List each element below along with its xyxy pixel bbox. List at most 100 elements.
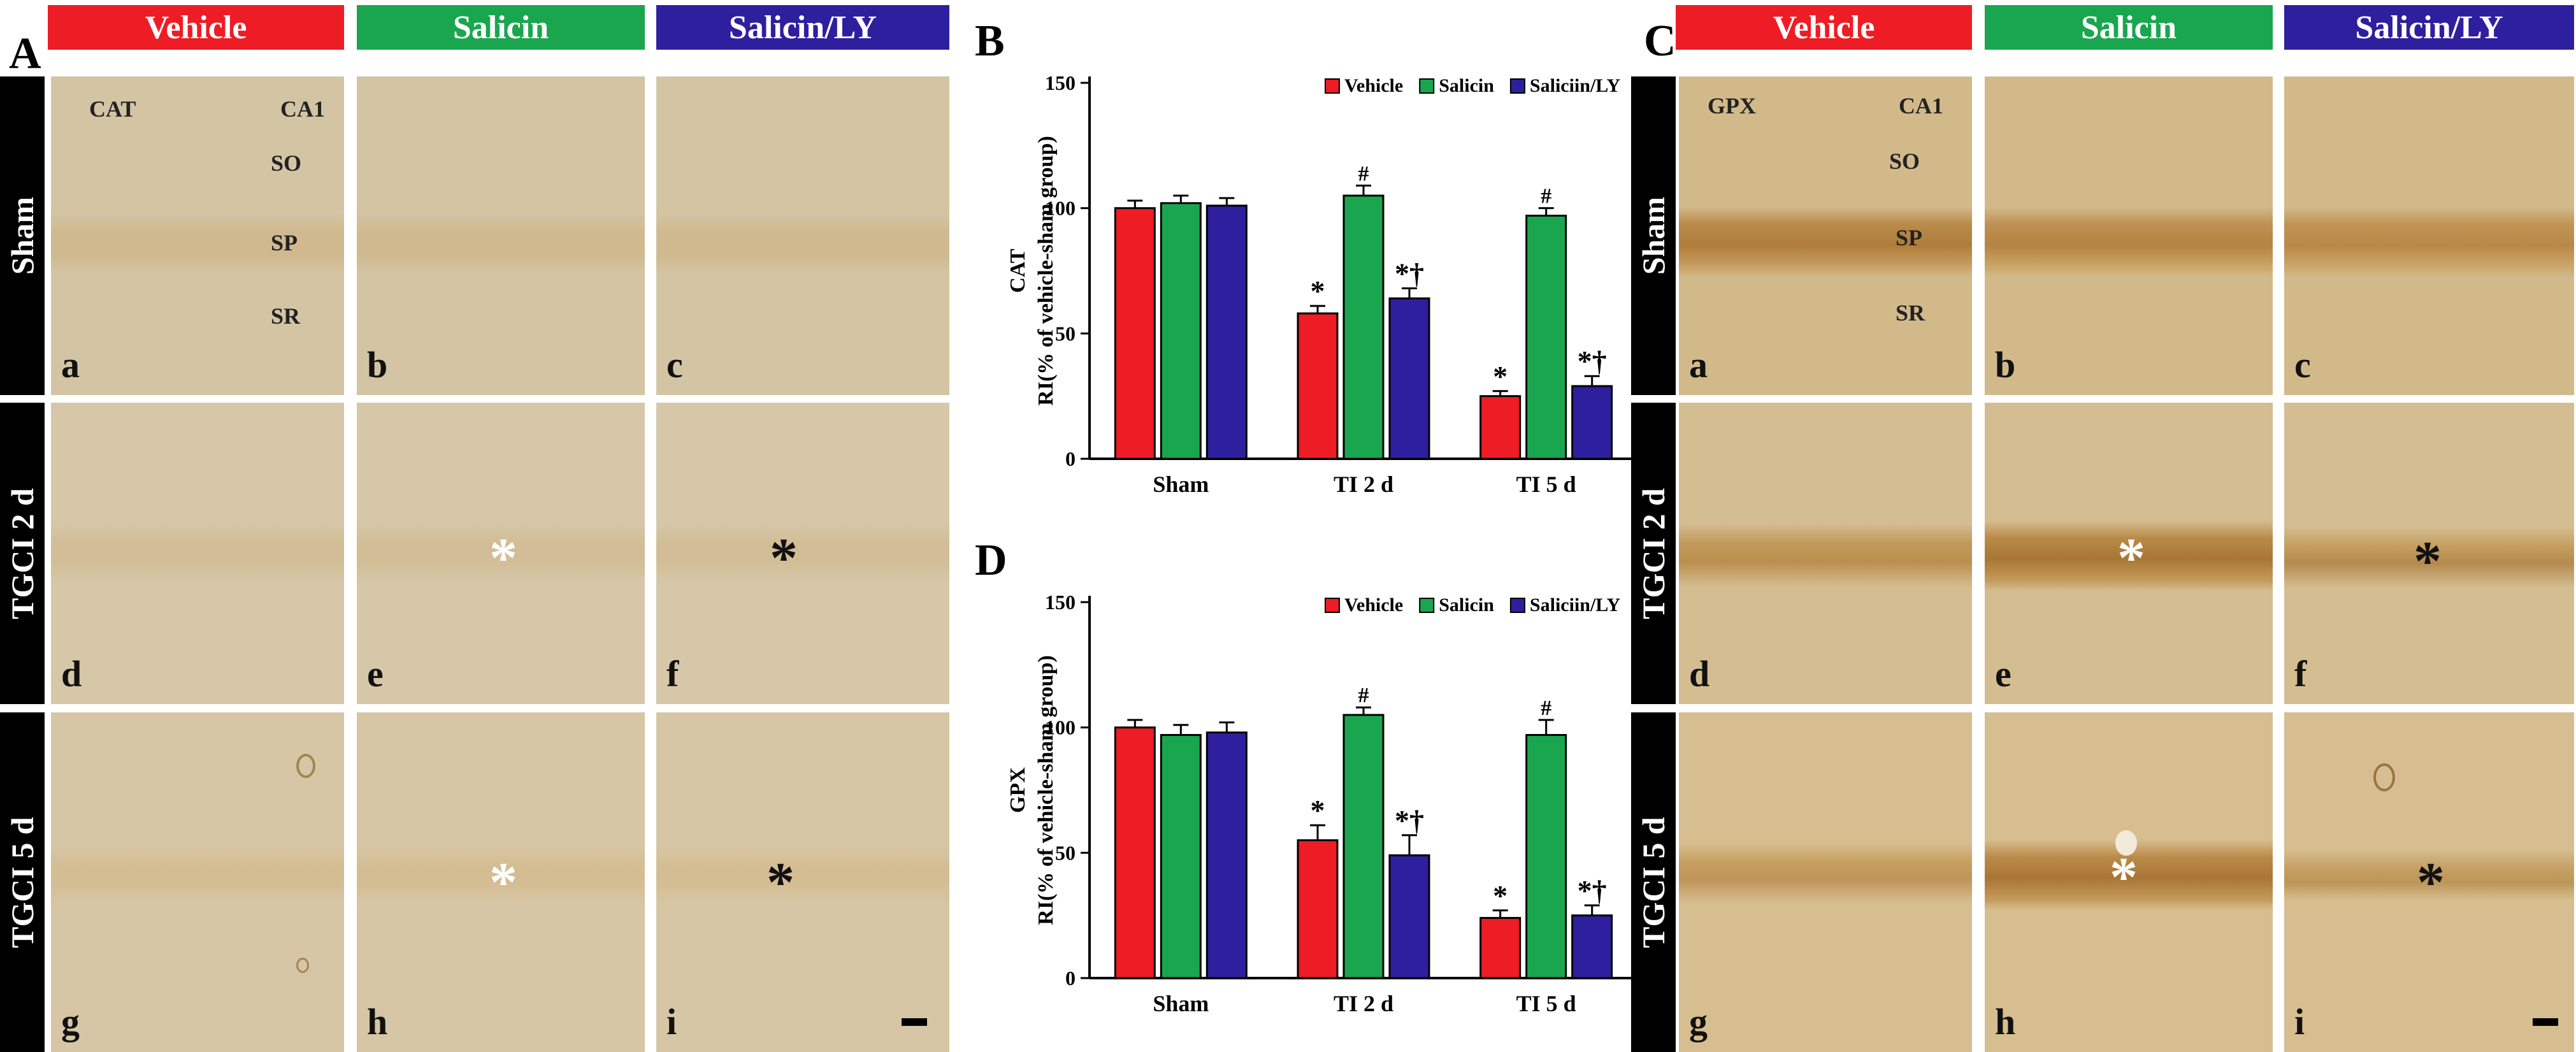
legend-swatch bbox=[1419, 598, 1435, 613]
bar-vehicle-0 bbox=[1114, 726, 1156, 979]
white-asterisk-marker: * bbox=[489, 852, 517, 914]
y-tick-label: 100 bbox=[1045, 197, 1076, 220]
legend-label: Vehicle bbox=[1344, 594, 1403, 616]
micrograph-c-g-5d-vehicle: g bbox=[1679, 712, 1972, 1052]
row-label-tgci5d-c: TGCI 5 d bbox=[1631, 712, 1676, 1052]
column-header-salicin-ly-a: Salicin/LY bbox=[656, 5, 949, 50]
y-tick-label: 150 bbox=[1045, 71, 1076, 94]
bar-vehicle-1 bbox=[1297, 312, 1339, 460]
row-label-sham-a: Sham bbox=[0, 76, 45, 395]
micrograph-c-h-5d-salicin: * h bbox=[1985, 712, 2273, 1052]
y-tick-label: 50 bbox=[1055, 322, 1076, 345]
bar-salicin-0 bbox=[1160, 733, 1202, 979]
panel-letter-d: D bbox=[975, 536, 1007, 585]
scale-bar bbox=[902, 1018, 927, 1026]
legend-label: Vehicle bbox=[1344, 75, 1403, 96]
significance-marker: * bbox=[1311, 794, 1325, 826]
black-asterisk-marker: * bbox=[770, 528, 798, 589]
chart-b-cat: CAT RI(% of vehicle-sham group) 0 50 100 150 S… bbox=[1006, 71, 1637, 497]
significance-marker: *† bbox=[1395, 804, 1424, 837]
significance-marker: * bbox=[1493, 879, 1507, 912]
bar-salicin-2 bbox=[1525, 733, 1567, 979]
x-tick-label: Sham bbox=[1153, 991, 1209, 1016]
y-tick-label: 0 bbox=[1065, 447, 1076, 470]
significance-marker: # bbox=[1541, 696, 1551, 720]
bar-salicin-1 bbox=[1342, 714, 1385, 979]
white-asterisk-marker: * bbox=[2117, 528, 2145, 589]
x-tick-label: Sham bbox=[1153, 472, 1209, 497]
panel-letter-c: C bbox=[1644, 17, 1676, 66]
legend-swatch bbox=[1419, 78, 1435, 94]
panel-letter-a: A bbox=[9, 29, 41, 78]
micrograph-a-sham-vehicle: CAT CA1 SO SP SR a bbox=[51, 76, 344, 395]
bar-saliciinly-2 bbox=[1571, 914, 1613, 979]
row-label-tgci2d-a: TGCI 2 d bbox=[0, 403, 45, 704]
micrograph-c-sham-ly: c bbox=[656, 76, 949, 395]
significance-marker: * bbox=[1493, 360, 1507, 393]
micrograph-c-i-5d-ly: * i bbox=[2284, 712, 2574, 1052]
micrograph-c-f-2d-ly: * f bbox=[2284, 403, 2574, 704]
row-label-tgci2d-c: TGCI 2 d bbox=[1631, 403, 1676, 704]
black-asterisk-marker: * bbox=[2417, 852, 2445, 914]
bar-salicin-1 bbox=[1342, 194, 1385, 460]
micrograph-c-a-sham-vehicle: GPX CA1 SO SP SR a bbox=[1679, 76, 1972, 395]
y-axis-label-group: GPX RI(% of vehicle-sham group) bbox=[1006, 655, 1058, 925]
y-axis-marker-label: CAT bbox=[1006, 249, 1030, 293]
chart-d-gpx: GPX RI(% of vehicle-sham group) 0 50 100 150 S… bbox=[1006, 591, 1637, 1016]
micrograph-g-5d-vehicle: g bbox=[51, 712, 344, 1052]
significance-marker: *† bbox=[1578, 874, 1607, 907]
legend-label: Salicin bbox=[1439, 75, 1494, 96]
scale-bar bbox=[2533, 1018, 2558, 1026]
legend-swatch bbox=[1509, 598, 1525, 613]
y-axis-label: RI(% of vehicle-sham group) bbox=[1034, 136, 1058, 405]
y-axis-label-group: CAT RI(% of vehicle-sham group) bbox=[1006, 136, 1058, 405]
bar-salicin-0 bbox=[1160, 202, 1202, 460]
x-tick-label: TI 2 d bbox=[1334, 472, 1393, 497]
row-label-sham-c: Sham bbox=[1631, 76, 1676, 395]
legend-label: Salicin bbox=[1439, 594, 1494, 616]
micrograph-h-5d-salicin: * h bbox=[357, 712, 645, 1052]
legend-label: Saliciin/LY bbox=[1530, 75, 1621, 96]
bar-saliciinly-0 bbox=[1205, 731, 1248, 979]
y-axis-label: RI(% of vehicle-sham group) bbox=[1034, 655, 1058, 925]
panel-letter-b: B bbox=[975, 17, 1005, 66]
micrograph-c-b-sham-salicin: b bbox=[1985, 76, 2273, 395]
bar-saliciinly-1 bbox=[1388, 297, 1430, 460]
micrograph-c-e-2d-salicin: * e bbox=[1985, 403, 2273, 704]
column-header-salicin-ly-c: Salicin/LY bbox=[2284, 5, 2574, 50]
bar-vehicle-1 bbox=[1297, 839, 1339, 979]
x-tick-label: TI 5 d bbox=[1516, 472, 1576, 497]
micrograph-c-d-2d-vehicle: d bbox=[1679, 403, 1972, 704]
micrograph-f-2d-ly: * f bbox=[656, 403, 949, 704]
y-tick-label: 50 bbox=[1055, 841, 1076, 864]
legend-swatch bbox=[1509, 78, 1525, 94]
column-header-salicin-a: Salicin bbox=[357, 5, 645, 50]
bar-salicin-2 bbox=[1525, 214, 1567, 460]
legend-swatch bbox=[1325, 598, 1340, 613]
significance-marker: # bbox=[1541, 185, 1551, 208]
bar-vehicle-2 bbox=[1479, 917, 1522, 979]
black-asterisk-marker: * bbox=[766, 852, 795, 914]
y-tick-label: 100 bbox=[1045, 716, 1076, 739]
x-tick-label: TI 5 d bbox=[1516, 991, 1576, 1016]
significance-marker: *† bbox=[1578, 345, 1607, 377]
significance-marker: # bbox=[1358, 684, 1369, 707]
x-tick-label: TI 2 d bbox=[1334, 991, 1393, 1016]
bar-vehicle-0 bbox=[1114, 207, 1156, 460]
micrograph-c-c-sham-ly: c bbox=[2284, 76, 2574, 395]
y-tick-label: 150 bbox=[1045, 591, 1076, 614]
row-label-tgci5d-a: TGCI 5 d bbox=[0, 712, 45, 1052]
column-header-vehicle-c: Vehicle bbox=[1676, 5, 1972, 50]
significance-marker: # bbox=[1358, 162, 1369, 185]
white-asterisk-marker: * bbox=[2110, 847, 2138, 909]
column-header-salicin-c: Salicin bbox=[1985, 5, 2273, 50]
white-asterisk-marker: * bbox=[489, 528, 517, 589]
bar-saliciinly-0 bbox=[1205, 205, 1248, 460]
y-axis-marker-label: GPX bbox=[1006, 767, 1030, 813]
significance-marker: *† bbox=[1395, 257, 1424, 290]
micrograph-e-2d-salicin: * e bbox=[357, 403, 645, 704]
micrograph-b-sham-salicin: b bbox=[357, 76, 645, 395]
column-header-vehicle-a: Vehicle bbox=[48, 5, 344, 50]
bar-saliciinly-1 bbox=[1388, 854, 1430, 979]
micrograph-d-2d-vehicle: d bbox=[51, 403, 344, 704]
